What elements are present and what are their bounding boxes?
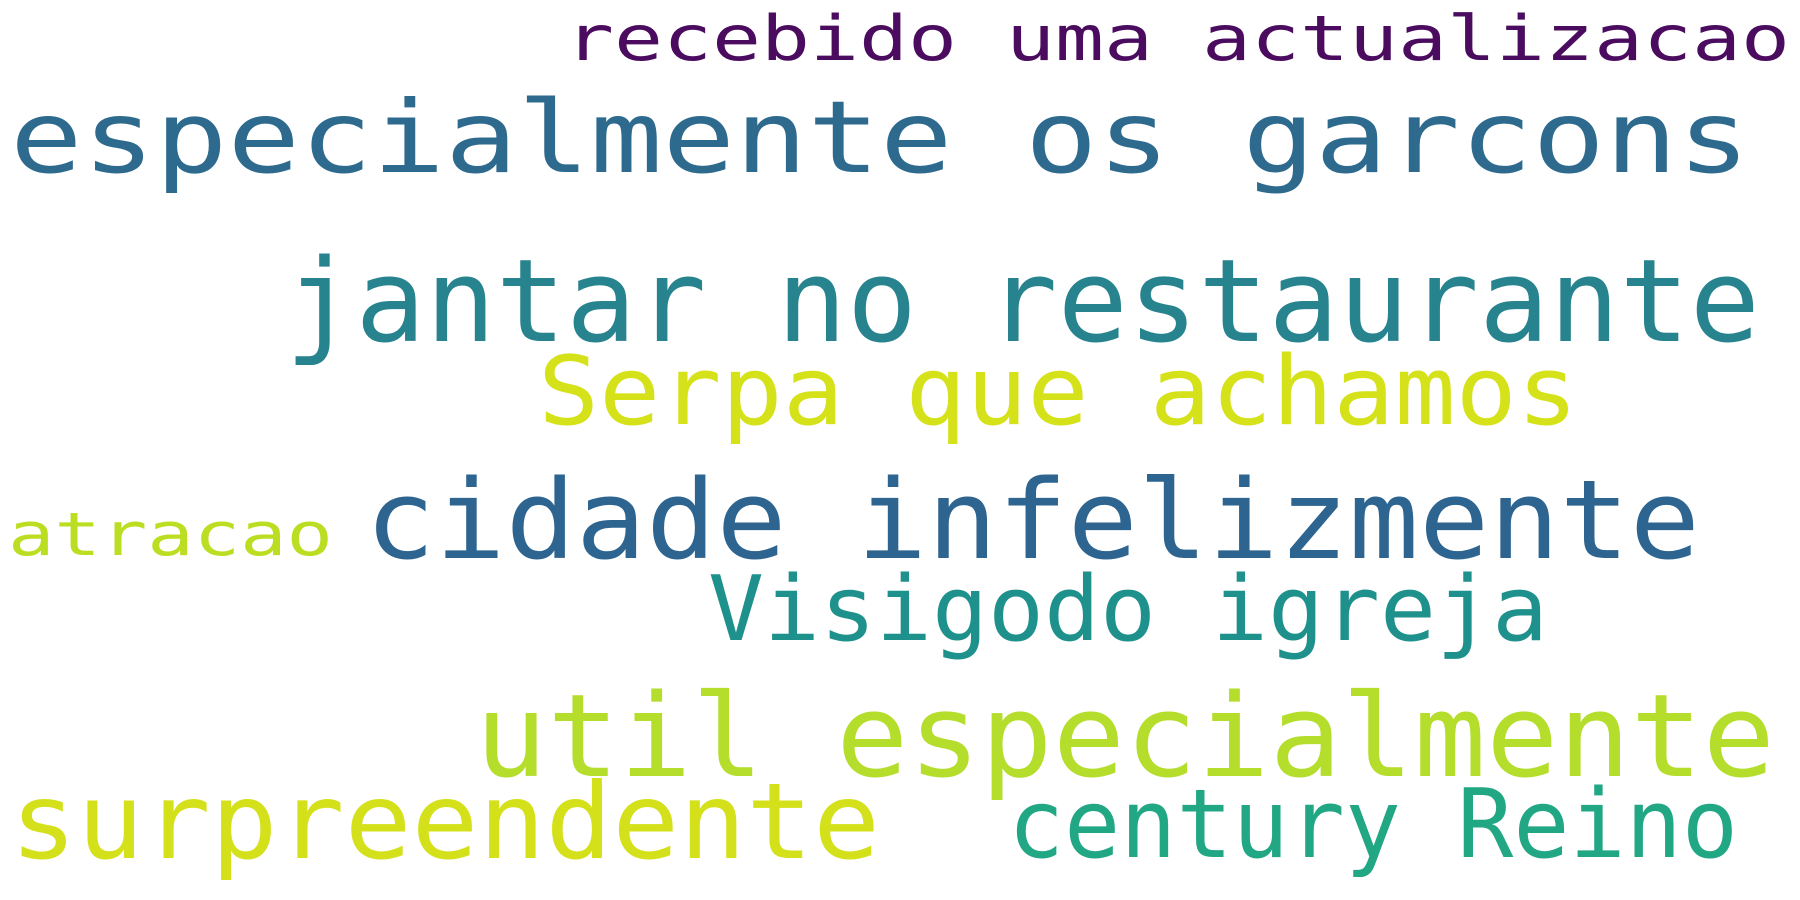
word-atracao: atracao (8, 500, 333, 570)
word-century-reino: century Reino (1008, 770, 1738, 880)
word-serpa-que-achamos: Serpa que achamos (538, 337, 1578, 447)
word-cidade-infelizmente: cidade infelizmente (365, 456, 1700, 584)
word-util-especialmente: util especialmente (475, 670, 1776, 804)
word-jantar-no-restaurante: jantar no restaurante (285, 235, 1760, 369)
word-surpreendente: surpreendente (10, 761, 880, 883)
word-especialmente-os-garcons: especialmente os garcons (10, 79, 1750, 196)
word-visigodo-igreja: Visigodo igreja (708, 557, 1548, 662)
word-recebido-uma-actualizacao: recebido uma actualizacao (565, 2, 1790, 75)
